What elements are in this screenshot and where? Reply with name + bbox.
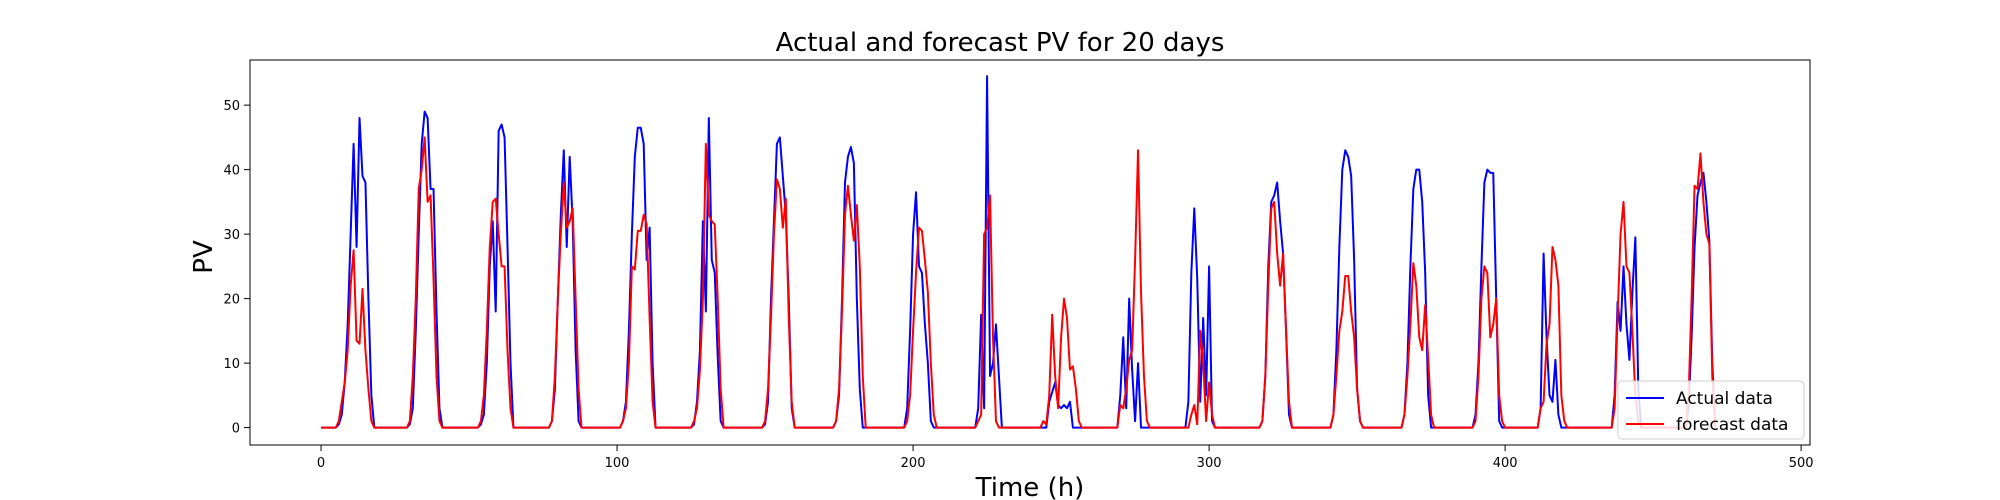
plot-area <box>321 75 1717 429</box>
legend: Actual data forecast data <box>1617 380 1805 440</box>
x-axis-label: Time (h) <box>975 473 1085 500</box>
x-tick-label: 400 <box>1493 456 1518 471</box>
x-tick-label: 500 <box>1789 456 1814 471</box>
y-axis-label: PV <box>189 240 219 274</box>
x-axis: 0 100 200 300 400 500 <box>317 445 1814 471</box>
series-line-forecast-data <box>321 136 1717 429</box>
x-tick-label: 300 <box>1197 456 1222 471</box>
y-tick-label: 10 <box>223 357 240 372</box>
x-tick-label: 0 <box>317 456 325 471</box>
y-tick-label: 20 <box>223 293 240 308</box>
series-layer <box>321 75 1717 429</box>
y-tick-label: 0 <box>232 422 240 437</box>
y-tick-label: 50 <box>223 99 240 114</box>
y-tick-label: 30 <box>223 228 240 243</box>
plot-frame <box>249 59 1811 446</box>
y-axis: 0 10 20 30 40 50 <box>223 99 250 437</box>
y-tick-label: 40 <box>223 164 240 179</box>
legend-box <box>1617 380 1805 440</box>
chart-title: Actual and forecast PV for 20 days <box>776 28 1225 58</box>
x-tick-label: 100 <box>605 456 630 471</box>
legend-label: forecast data <box>1676 415 1788 435</box>
legend-label: Actual data <box>1676 389 1773 409</box>
x-tick-label: 200 <box>901 456 926 471</box>
